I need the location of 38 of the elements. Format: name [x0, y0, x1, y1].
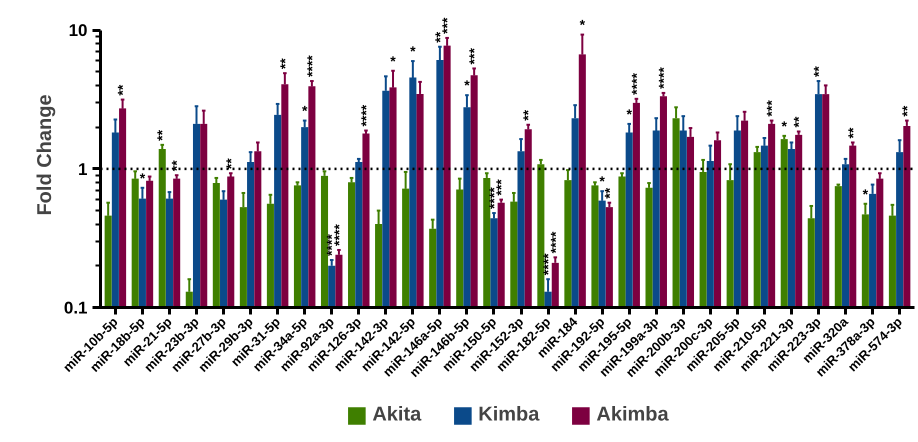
annotation: *	[862, 186, 869, 202]
annotation: *	[390, 52, 396, 69]
legend-label: Akita	[372, 404, 422, 426]
annotation: **	[601, 187, 618, 199]
annotation: *	[599, 173, 606, 190]
annotation: **	[898, 105, 915, 117]
annotation: **	[222, 158, 239, 170]
annotation: ****	[330, 224, 347, 246]
annotation: *	[410, 43, 416, 60]
annotation: *	[140, 170, 146, 186]
annotation: ***	[764, 100, 780, 117]
annotation: *	[464, 77, 470, 94]
annotation: ****	[540, 252, 556, 276]
annotation: *	[580, 16, 586, 33]
annotation: *	[782, 118, 788, 134]
annotation: **	[790, 116, 807, 128]
annotation: *	[302, 102, 308, 119]
annotation: ****	[655, 66, 672, 89]
annotation: **	[810, 66, 826, 78]
y-tick-label: 1	[78, 160, 88, 179]
legend-label: Kimba	[478, 404, 540, 426]
legend-label: Akimba	[596, 404, 669, 426]
annotation: ****	[358, 104, 374, 127]
annotation: **	[114, 84, 131, 96]
annotation: ***	[466, 48, 482, 64]
annotation: ***	[493, 178, 510, 196]
annotation: **	[276, 58, 293, 70]
y-tick-label: 0.1	[64, 298, 88, 318]
annotation: ****	[628, 72, 644, 95]
annotation: *	[626, 106, 632, 122]
annotation: ****	[547, 231, 564, 254]
y-axis-title: Fold Change	[34, 94, 56, 216]
annotation: **	[844, 127, 861, 138]
annotation: **	[154, 129, 170, 141]
annotation: ***	[439, 17, 456, 34]
annotation: ****	[304, 54, 320, 78]
y-tick-label: 10	[68, 21, 88, 40]
annotation: **	[520, 109, 536, 121]
